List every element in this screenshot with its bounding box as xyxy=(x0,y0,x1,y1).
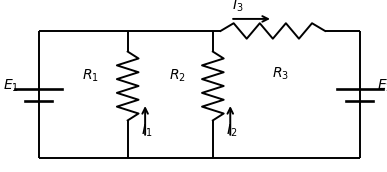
Text: $R_1$: $R_1$ xyxy=(82,67,99,84)
Text: $E_1$: $E_1$ xyxy=(3,78,19,94)
Text: $E_2$: $E_2$ xyxy=(377,78,387,94)
Text: $I_3$: $I_3$ xyxy=(232,0,244,14)
Text: $R_2$: $R_2$ xyxy=(169,67,186,84)
Text: $R_3$: $R_3$ xyxy=(272,65,289,82)
Text: $I_1$: $I_1$ xyxy=(141,122,152,139)
Text: $I_2$: $I_2$ xyxy=(226,122,238,139)
